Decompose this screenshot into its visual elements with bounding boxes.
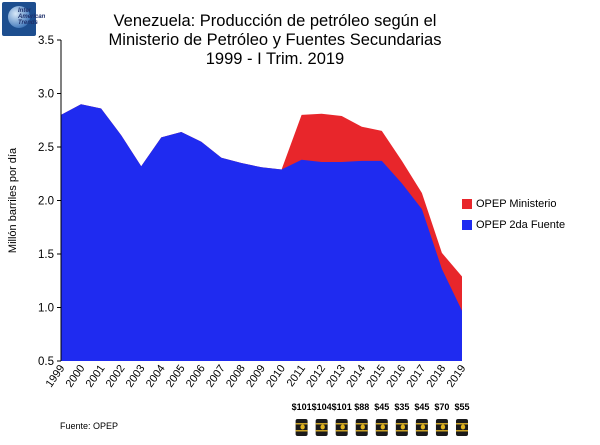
oil-barrel-band bbox=[456, 423, 468, 425]
oil-drop-mark bbox=[340, 424, 345, 430]
oil-price-label: $55 bbox=[454, 402, 469, 412]
x-tick-label: 2006 bbox=[184, 363, 208, 390]
x-tick-label: 2012 bbox=[304, 363, 328, 390]
x-tick-label: 2019 bbox=[445, 363, 469, 390]
oil-drop-mark bbox=[320, 424, 325, 430]
legend-item-2da-fuente: OPEP 2da Fuente bbox=[462, 219, 565, 231]
y-tick-label: 1.0 bbox=[38, 303, 54, 315]
oil-barrel-band bbox=[335, 430, 348, 432]
oil-price-label: $35 bbox=[394, 402, 409, 412]
oil-barrel-band bbox=[315, 430, 328, 432]
x-tick-label: 2018 bbox=[425, 363, 449, 390]
globe-icon bbox=[8, 6, 30, 28]
x-tick-label: 2010 bbox=[264, 363, 288, 390]
oil-drop-mark bbox=[360, 424, 365, 430]
legend-swatch-2da-fuente bbox=[462, 220, 472, 230]
x-tick-label: 2002 bbox=[104, 363, 128, 390]
x-tick-label: 2004 bbox=[144, 363, 168, 390]
x-tick-label: 2005 bbox=[164, 363, 188, 390]
y-tick-label: 0.5 bbox=[38, 356, 54, 368]
oil-barrel-band bbox=[355, 430, 368, 432]
y-tick-label: 3.0 bbox=[38, 89, 54, 101]
legend-label-ministerio: OPEP Ministerio bbox=[476, 198, 557, 210]
logo-text-line1: Inter bbox=[18, 8, 32, 14]
oil-barrel-band bbox=[295, 423, 308, 425]
legend-item-ministerio: OPEP Ministerio bbox=[462, 198, 565, 210]
y-axis-label: Millón barriles por día bbox=[7, 147, 19, 253]
inter-american-trends-logo: Inter American Trends bbox=[2, 2, 45, 42]
y-tick-label: 1.5 bbox=[38, 249, 54, 261]
oil-barrel-band bbox=[395, 423, 408, 425]
oil-drop-mark bbox=[380, 424, 385, 430]
series-area-segunda-fuente bbox=[61, 104, 462, 361]
x-tick-label: 2014 bbox=[344, 363, 368, 390]
chart-legend: OPEP Ministerio OPEP 2da Fuente bbox=[462, 198, 565, 240]
x-tick-label: 2003 bbox=[124, 363, 148, 390]
x-tick-label: 2016 bbox=[384, 363, 408, 390]
oil-barrel-band bbox=[335, 423, 348, 425]
oil-drop-mark bbox=[420, 424, 426, 430]
x-tick-label: 2001 bbox=[84, 363, 108, 390]
logo-text-line3: Trends bbox=[18, 20, 38, 26]
x-tick-label: 2013 bbox=[324, 363, 348, 390]
x-tick-label: 2009 bbox=[244, 363, 268, 390]
oil-barrel-band bbox=[435, 430, 448, 432]
chart-title-line-1: Venezuela: Producción de petróleo según … bbox=[113, 12, 437, 30]
oil-price-label: $45 bbox=[374, 402, 389, 412]
oil-barrel-band bbox=[415, 423, 428, 425]
x-tick-label: 2011 bbox=[285, 363, 308, 389]
logo-text: Inter American Trends bbox=[18, 8, 45, 26]
oil-barrel-band bbox=[375, 430, 388, 432]
oil-price-label: $101 bbox=[292, 402, 312, 412]
y-tick-label: 2.0 bbox=[38, 196, 54, 208]
oil-price-label: $45 bbox=[414, 402, 429, 412]
oil-price-label: $88 bbox=[354, 402, 369, 412]
y-tick-label: 2.5 bbox=[38, 142, 54, 154]
oil-barrel-band bbox=[415, 430, 428, 432]
oil-price-label: $101 bbox=[332, 402, 352, 412]
legend-swatch-ministerio bbox=[462, 199, 472, 209]
chart-title-line-3: 1999 - I Trim. 2019 bbox=[205, 50, 345, 68]
oil-drop-mark bbox=[300, 424, 305, 430]
oil-barrel-band bbox=[375, 423, 388, 425]
x-tick-label: 2000 bbox=[64, 363, 88, 390]
x-tick-label: 2007 bbox=[204, 363, 228, 390]
y-tick-label: 3.5 bbox=[38, 35, 54, 47]
x-tick-label: 2015 bbox=[364, 363, 388, 390]
chart-title-line-2: Ministerio de Petróleo y Fuentes Secunda… bbox=[108, 31, 442, 49]
oil-drop-mark bbox=[440, 424, 446, 430]
oil-barrel-band bbox=[456, 430, 468, 432]
logo-text-line2: American bbox=[18, 14, 46, 20]
oil-barrel-band bbox=[355, 423, 368, 425]
oil-barrel-band bbox=[435, 423, 448, 425]
oil-price-label: $104 bbox=[312, 402, 332, 412]
x-tick-label: 2017 bbox=[404, 363, 428, 390]
legend-label-2da-fuente: OPEP 2da Fuente bbox=[476, 219, 566, 231]
oil-price-label: $70 bbox=[434, 402, 449, 412]
x-tick-label: 2008 bbox=[224, 363, 248, 390]
source-note: Fuente: OPEP bbox=[60, 421, 119, 431]
oil-barrel-band bbox=[295, 430, 308, 432]
oil-drop-mark bbox=[400, 424, 406, 430]
oil-barrel-band bbox=[395, 430, 408, 432]
oil-drop-mark bbox=[460, 424, 466, 430]
oil-barrel-band bbox=[315, 423, 328, 425]
